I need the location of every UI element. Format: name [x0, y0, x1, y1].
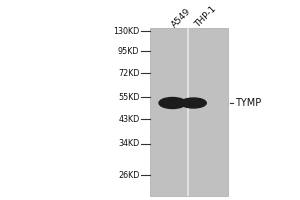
Text: A549: A549 [169, 6, 192, 29]
Bar [150, 28, 228, 196]
Ellipse shape [159, 98, 186, 108]
Text: 55KD: 55KD [118, 92, 140, 102]
Text: 34KD: 34KD [118, 140, 140, 148]
Text: 26KD: 26KD [118, 170, 140, 180]
Text: 43KD: 43KD [118, 114, 140, 123]
Text: 130KD: 130KD [113, 26, 140, 36]
Text: 72KD: 72KD [118, 68, 140, 77]
Text: 95KD: 95KD [118, 46, 140, 55]
Text: THP-1: THP-1 [194, 4, 218, 29]
Ellipse shape [181, 98, 206, 108]
Text: TYMP: TYMP [236, 98, 262, 108]
